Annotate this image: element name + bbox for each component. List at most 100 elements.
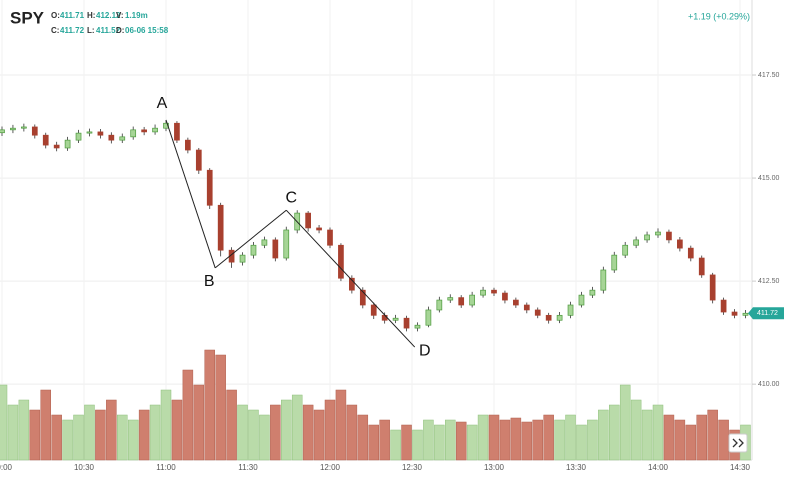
volume-bar (204, 349, 215, 461)
volume-bar (390, 429, 401, 461)
scroll-button[interactable] (728, 433, 748, 453)
ohlc: O: 411.71 H: 412.12V: 1.19m C: 411.72 L: 411.52D… (51, 11, 169, 35)
candle-body (0, 129, 5, 134)
candle-body (174, 122, 180, 141)
candle-body (513, 299, 519, 306)
volume-bar (160, 389, 172, 461)
field-value: 06-06 15:58 (125, 26, 169, 35)
volume-bar (313, 409, 325, 461)
volume-bar (171, 399, 183, 461)
volume-bar (193, 384, 205, 461)
candle-body (403, 317, 410, 329)
candle-body (447, 297, 454, 301)
candle-body (491, 289, 497, 294)
candle-body (687, 247, 694, 259)
volume-bar (215, 354, 226, 461)
candle-body (130, 129, 137, 138)
candle-body (261, 239, 268, 246)
volume-bar (652, 404, 664, 461)
candle-body (21, 126, 27, 129)
volume-bar (598, 409, 609, 461)
candle-body (545, 314, 552, 321)
candle-body (370, 304, 377, 316)
volume-bar (149, 404, 161, 461)
x-tick-label: 11:00 (156, 463, 176, 472)
candle-body (195, 149, 202, 171)
volume-bar (488, 414, 500, 461)
candle-body (666, 231, 672, 241)
volume-bar (84, 404, 95, 461)
scroll-button-box[interactable] (728, 433, 748, 453)
symbol: SPY (10, 8, 45, 27)
x-tick-label: 12:00 (320, 463, 341, 472)
candle-body (64, 139, 71, 149)
volume-bar (543, 414, 554, 461)
candle-body (469, 294, 475, 306)
candle-body (633, 239, 639, 246)
candle-body (10, 127, 16, 131)
candle-body (283, 229, 290, 259)
candle-body (305, 212, 311, 229)
volume-bar (565, 414, 576, 461)
field-value: 1.19m (125, 11, 148, 20)
candle-body (698, 257, 705, 276)
volume-bar (0, 384, 8, 461)
candle-body (578, 294, 585, 306)
candle-body (163, 122, 169, 129)
candle-body (217, 204, 224, 251)
volume-bar (532, 419, 543, 461)
x-tick-label: 14:00 (648, 463, 669, 472)
field-value: 411.52 (96, 26, 121, 35)
volume-bar (576, 424, 587, 461)
field-label: C: (51, 26, 59, 35)
field-value: 411.72 (60, 26, 85, 35)
volume-bar (368, 424, 379, 461)
volume-bar (466, 424, 478, 461)
candle-body (338, 244, 344, 279)
volume-bar (641, 409, 653, 461)
volume-bar (270, 404, 281, 461)
field-label: V: (116, 11, 124, 20)
candle-body (611, 254, 618, 271)
annotation-line (214, 209, 287, 269)
field-label: D: (116, 26, 124, 35)
annotation-line (165, 119, 216, 269)
volume-bar (445, 419, 456, 461)
candle-body (53, 144, 60, 149)
volume-bar (182, 369, 194, 461)
candle-body (720, 299, 727, 313)
candle-body (480, 289, 486, 296)
candle-body (622, 244, 629, 256)
volume-bar (291, 394, 303, 461)
volume-bar (499, 419, 511, 461)
volume-bar (18, 399, 30, 461)
volume-bar (259, 414, 270, 461)
candle-body (600, 269, 607, 291)
field-value: 412.12 (96, 11, 121, 20)
volume-bar (707, 409, 718, 461)
volume-bar (685, 424, 697, 461)
annotation-line (285, 209, 416, 348)
volume-bar (324, 399, 336, 461)
candle-body (119, 136, 126, 141)
candle-body (42, 134, 49, 146)
annotation-label: D (419, 342, 431, 359)
volume-bar (106, 399, 117, 461)
candle-body (316, 227, 322, 231)
candle-body (502, 292, 508, 301)
candle-body (742, 312, 749, 316)
volume-bar (29, 409, 41, 461)
volume-bar (51, 414, 62, 461)
candle-body (108, 134, 115, 141)
scroll-button-icon[interactable] (732, 438, 744, 448)
candle-body (381, 314, 388, 321)
field-label: H: (87, 11, 95, 20)
candle-body (141, 129, 147, 133)
last-price-tag (748, 307, 784, 320)
annotation-label: A (157, 95, 168, 112)
annotation-label: B (204, 273, 215, 290)
annotation-label: C (285, 189, 297, 206)
volume-bar (718, 419, 729, 461)
y-tick-label: 410.00 (758, 381, 780, 388)
volume-bar (40, 389, 51, 461)
